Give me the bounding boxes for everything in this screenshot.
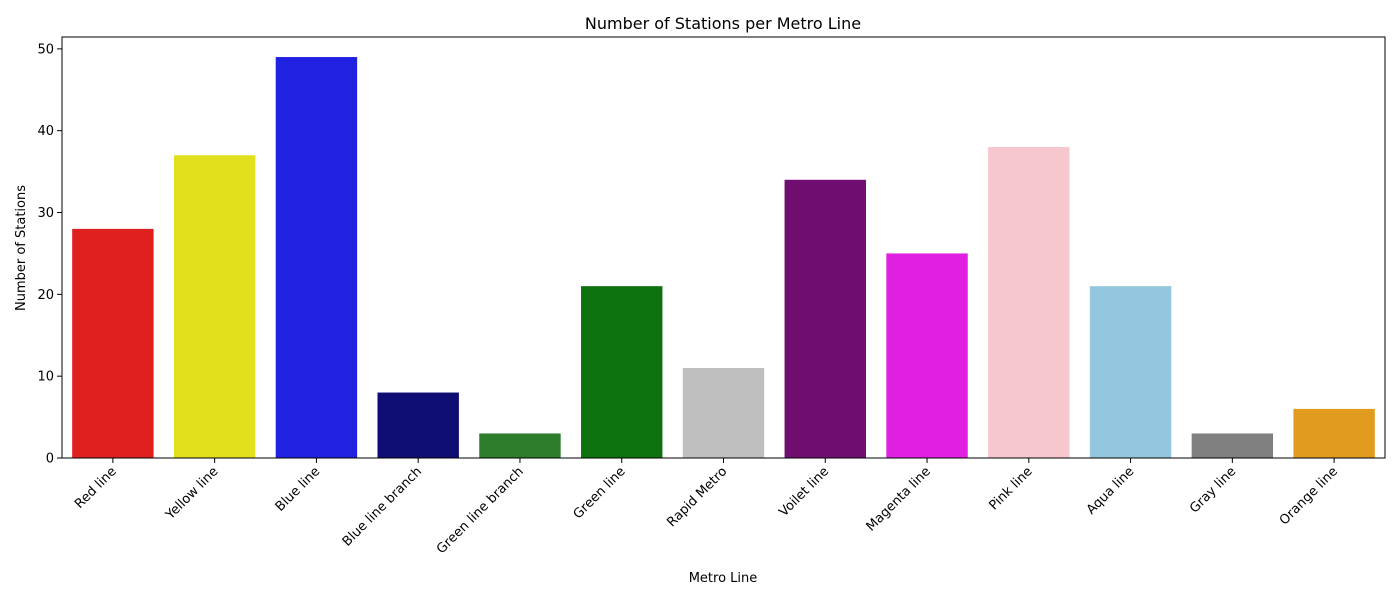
bar-blue-line-branch bbox=[377, 392, 459, 458]
y-tick-label: 10 bbox=[37, 370, 54, 385]
bar-voilet-line bbox=[784, 179, 866, 458]
y-axis: 0 10 20 30 40 50 bbox=[37, 42, 62, 467]
bar-red-line bbox=[72, 228, 154, 458]
bar-orange-line bbox=[1293, 408, 1375, 458]
y-tick-label: 30 bbox=[37, 206, 54, 221]
plot-frame bbox=[61, 36, 1386, 459]
bar-green-line bbox=[581, 286, 663, 458]
x-tick-label: Blue line branch bbox=[340, 464, 425, 549]
x-tick-label: Pink line bbox=[986, 464, 1035, 513]
x-tick-label: Magenta line bbox=[864, 464, 934, 534]
y-tick-label: 0 bbox=[46, 452, 54, 467]
bar-magenta-line bbox=[886, 253, 968, 458]
x-tick-label: Yellow line bbox=[162, 464, 221, 523]
x-tick-label: Orange line bbox=[1277, 464, 1341, 528]
bar-pink-line bbox=[988, 147, 1070, 458]
y-tick-label: 50 bbox=[37, 42, 54, 57]
x-tick-label: Gray line bbox=[1187, 464, 1239, 516]
chart-title: Number of Stations per Metro Line bbox=[585, 14, 861, 33]
bar-yellow-line bbox=[173, 155, 256, 458]
bar-blue-line bbox=[275, 57, 358, 459]
x-tick-label: Green line bbox=[571, 464, 629, 522]
y-tick-label: 20 bbox=[37, 288, 54, 303]
x-tick-label: Rapid Metro bbox=[664, 464, 730, 530]
x-tick-label: Blue line bbox=[273, 464, 323, 514]
x-tick-label: Red line bbox=[72, 464, 120, 512]
bar-aqua-line bbox=[1089, 286, 1172, 458]
x-tick-label: Aqua line bbox=[1084, 464, 1138, 518]
y-axis-label: Number of Stations bbox=[14, 185, 29, 311]
x-axis-label: Metro Line bbox=[689, 571, 758, 586]
bar-rapid-metro bbox=[682, 367, 765, 458]
x-tick-label: Green line branch bbox=[434, 464, 527, 557]
bars-group bbox=[72, 57, 1375, 459]
x-axis: Red line Yellow line Blue line Blue line br… bbox=[72, 458, 1341, 557]
x-tick-label: Voilet line bbox=[776, 464, 832, 520]
bar-green-line-branch bbox=[479, 433, 561, 458]
y-tick-label: 40 bbox=[37, 124, 54, 139]
bar-gray-line bbox=[1191, 433, 1274, 458]
